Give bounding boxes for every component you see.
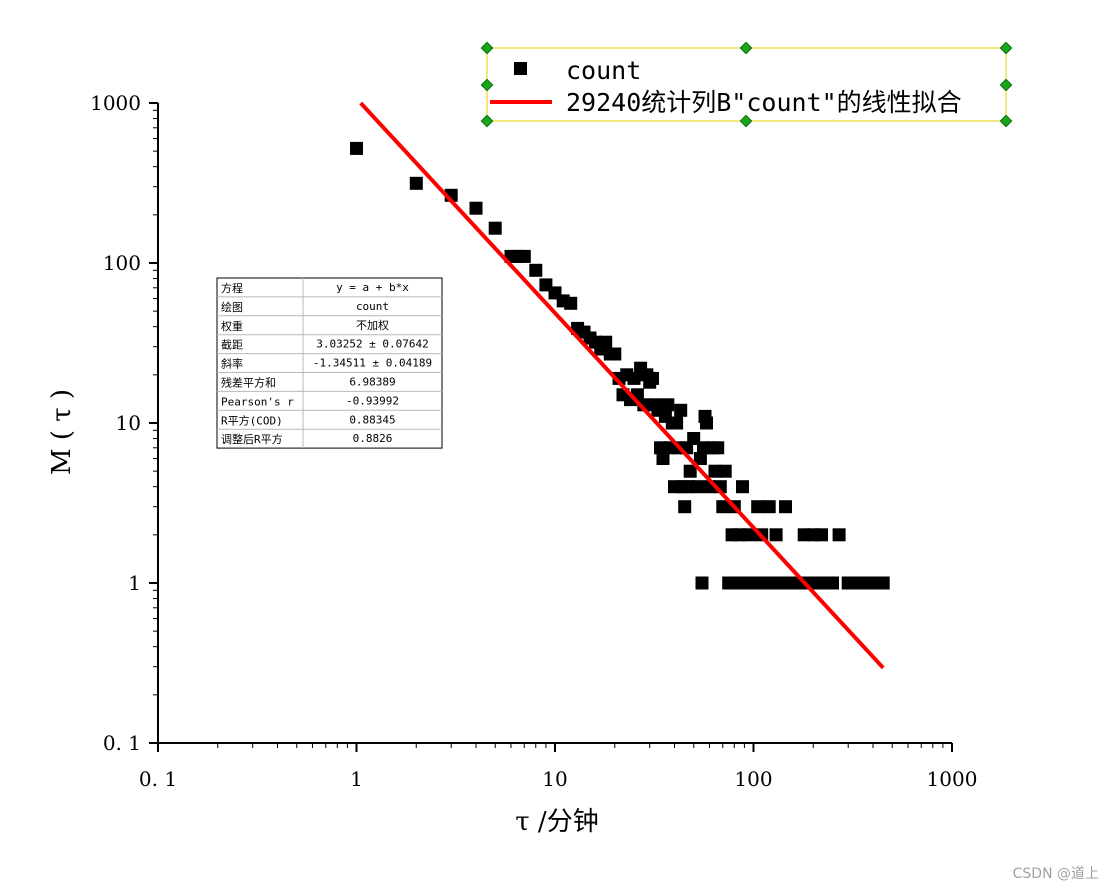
table-row-value: 3.03252 ± 0.07642: [316, 338, 429, 351]
data-point: [876, 576, 890, 590]
data-point: [716, 500, 730, 514]
data-point: [674, 403, 688, 417]
data-point: [517, 249, 531, 263]
data-point: [815, 528, 828, 542]
legend-label-fit: 29240统计列B"count"的线性拟合: [566, 88, 962, 117]
data-point: [700, 416, 713, 430]
x-tick-labels: 0. 1 1 10 100 1000: [139, 767, 978, 791]
resize-handle[interactable]: [999, 41, 1013, 55]
y-tick-labels: 0. 1 1 10 100 1000: [90, 91, 141, 755]
y-axis-title: M ( τ ): [47, 389, 77, 475]
x-tick-label: 100: [734, 767, 772, 791]
data-point: [718, 464, 732, 478]
data-point: [627, 371, 641, 385]
data-point: [762, 500, 776, 514]
table-row-value: count: [356, 300, 389, 313]
data-point: [656, 452, 670, 465]
x-tick-label: 10: [542, 767, 567, 791]
data-point: [564, 296, 578, 310]
data-point: [687, 432, 701, 445]
table-row-value: -1.34511 ± 0.04189: [313, 357, 432, 370]
table-row-label: 权重: [221, 319, 243, 333]
data-point: [661, 398, 675, 412]
resize-handle[interactable]: [480, 41, 494, 55]
data-point: [690, 480, 704, 494]
data-point: [826, 576, 839, 590]
resize-handle[interactable]: [999, 78, 1013, 92]
table-row-label: 绘图: [221, 300, 243, 314]
resize-handle[interactable]: [739, 41, 753, 55]
data-point: [695, 576, 709, 590]
data-point: [683, 464, 697, 478]
table-row-label: 斜率: [221, 357, 243, 371]
y-tick-label: 10: [116, 411, 141, 435]
table-row-label: R平方(COD): [221, 413, 283, 427]
data-point: [769, 528, 783, 542]
table-row-label: 方程: [221, 281, 243, 295]
watermark: CSDN @道上: [1012, 866, 1099, 882]
data-point: [747, 576, 760, 590]
data-point: [608, 347, 622, 361]
data-point: [646, 371, 659, 385]
resize-handle[interactable]: [480, 114, 494, 128]
data-point: [832, 528, 846, 542]
x-tick-label: 1: [350, 767, 363, 791]
y-tick-label: 100: [103, 251, 141, 275]
y-tick-label: 1: [128, 571, 141, 595]
table-row-value: 0.8826: [353, 432, 393, 445]
table-row-label: 残差平方和: [221, 376, 276, 390]
fit-line: [359, 101, 885, 670]
table-row-value: 0.88345: [349, 413, 395, 426]
legend-label-count: count: [566, 56, 641, 85]
data-point: [693, 452, 707, 465]
data-point: [678, 500, 692, 514]
data-point: [488, 221, 502, 235]
table-row-label: 调整后R平方: [221, 432, 283, 446]
table-row-value: 6.98389: [349, 376, 395, 389]
data-point: [350, 141, 363, 155]
data-point: [529, 263, 543, 277]
resize-handle[interactable]: [480, 78, 494, 92]
data-point: [708, 464, 722, 478]
y-tick-label: 1000: [90, 91, 141, 115]
data-point: [751, 500, 765, 514]
x-tick-label: 0. 1: [139, 767, 177, 791]
resize-handle[interactable]: [999, 114, 1013, 128]
data-point: [736, 480, 749, 494]
data-point: [670, 416, 684, 430]
axes: [149, 102, 953, 752]
data-point: [742, 528, 756, 542]
table-row-label: 截距: [221, 338, 243, 352]
table-row-value: -0.93992: [346, 394, 399, 407]
fit-line-segment: [359, 101, 885, 670]
legend-marker-count: [514, 62, 527, 75]
data-point: [409, 176, 423, 190]
data-point: [599, 335, 613, 349]
data-point: [779, 500, 792, 514]
table-frame: [216, 277, 443, 449]
legend[interactable]: count 29240统计列B"count"的线性拟合: [480, 41, 1013, 128]
y-tick-label: 0. 1: [103, 731, 141, 755]
data-point: [469, 201, 483, 215]
x-axis-title: τ /分钟: [515, 807, 598, 837]
data-point: [866, 576, 880, 590]
data-point: [711, 441, 725, 455]
data-points: [350, 141, 890, 590]
table-row-value: 不加权: [356, 319, 389, 332]
legend-resize-handles[interactable]: [480, 41, 1013, 128]
table-row-label: Pearson's r: [221, 395, 294, 408]
table-row-value: y = a + b*x: [336, 281, 409, 294]
resize-handle[interactable]: [739, 114, 753, 128]
x-tick-label: 1000: [927, 767, 978, 791]
